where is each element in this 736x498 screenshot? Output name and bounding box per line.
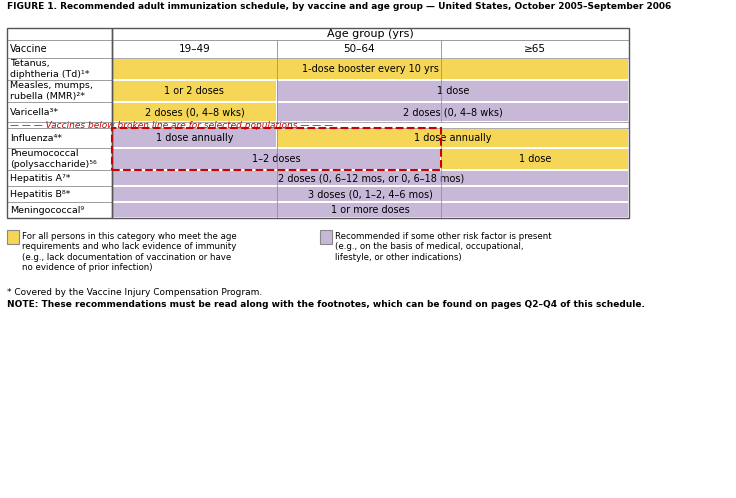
Text: 2 doses (0, 4–8 wks): 2 doses (0, 4–8 wks) bbox=[144, 107, 244, 117]
Text: 1 dose: 1 dose bbox=[436, 86, 469, 96]
Bar bbox=[113, 40, 277, 58]
Bar bbox=[113, 171, 628, 185]
Bar bbox=[113, 28, 629, 40]
Bar bbox=[7, 102, 113, 122]
Bar bbox=[113, 128, 441, 170]
Text: 19–49: 19–49 bbox=[179, 44, 210, 54]
Bar bbox=[7, 122, 629, 128]
Bar bbox=[277, 129, 628, 147]
Bar bbox=[277, 40, 441, 58]
Bar bbox=[7, 80, 113, 102]
Bar bbox=[7, 28, 113, 40]
Text: Measles, mumps,
rubella (MMR)²*: Measles, mumps, rubella (MMR)²* bbox=[10, 81, 93, 101]
Bar bbox=[113, 203, 628, 217]
Text: 1 or 2 doses: 1 or 2 doses bbox=[164, 86, 224, 96]
Text: 1 or more doses: 1 or more doses bbox=[331, 205, 410, 215]
Bar bbox=[319, 230, 332, 244]
Text: Pneumococcal
(polysaccharide)⁵⁶: Pneumococcal (polysaccharide)⁵⁶ bbox=[10, 149, 97, 169]
Text: * Covered by the Vaccine Injury Compensation Program.: * Covered by the Vaccine Injury Compensa… bbox=[7, 288, 262, 297]
Bar bbox=[113, 59, 628, 79]
Text: 3 doses (0, 1–2, 4–6 mos): 3 doses (0, 1–2, 4–6 mos) bbox=[308, 189, 433, 199]
Text: ≥65: ≥65 bbox=[524, 44, 546, 54]
Text: Hepatitis B⁸*: Hepatitis B⁸* bbox=[10, 190, 71, 199]
Bar bbox=[441, 40, 629, 58]
Bar bbox=[277, 103, 628, 121]
Bar bbox=[277, 81, 628, 101]
Text: — — — Vaccines below broken line are for selected populations — — —: — — — Vaccines below broken line are for… bbox=[10, 121, 333, 129]
Text: Hepatitis A⁷*: Hepatitis A⁷* bbox=[10, 173, 71, 182]
Text: 1-dose booster every 10 yrs: 1-dose booster every 10 yrs bbox=[302, 64, 439, 74]
Text: Age group (yrs): Age group (yrs) bbox=[328, 29, 414, 39]
Text: 2 doses (0, 6–12 mos, or 0, 6–18 mos): 2 doses (0, 6–12 mos, or 0, 6–18 mos) bbox=[277, 173, 464, 183]
Bar bbox=[442, 149, 628, 169]
Text: Tetanus,
diphtheria (Td)¹*: Tetanus, diphtheria (Td)¹* bbox=[10, 59, 90, 79]
Bar bbox=[7, 186, 113, 202]
Text: 1 dose annually: 1 dose annually bbox=[156, 133, 233, 143]
Bar bbox=[113, 149, 440, 169]
Text: NOTE: These recommendations must be read along with the footnotes, which can be : NOTE: These recommendations must be read… bbox=[7, 300, 645, 309]
Bar bbox=[113, 129, 276, 147]
Text: Influenza⁴*: Influenza⁴* bbox=[10, 133, 63, 142]
Bar bbox=[7, 58, 113, 80]
Bar bbox=[113, 187, 628, 201]
Bar bbox=[7, 202, 113, 218]
Bar bbox=[113, 81, 276, 101]
Bar bbox=[7, 40, 113, 58]
Text: For all persons in this category who meet the age
requirements and who lack evid: For all persons in this category who mee… bbox=[23, 232, 237, 272]
Text: 2 doses (0, 4–8 wks): 2 doses (0, 4–8 wks) bbox=[403, 107, 503, 117]
Text: Vaccine: Vaccine bbox=[10, 44, 48, 54]
Text: 1–2 doses: 1–2 doses bbox=[252, 154, 301, 164]
Text: Recommended if some other risk factor is present
(e.g., on the basis of medical,: Recommended if some other risk factor is… bbox=[336, 232, 552, 262]
Bar bbox=[7, 170, 113, 186]
Text: FIGURE 1. Recommended adult immunization schedule, by vaccine and age group — Un: FIGURE 1. Recommended adult immunization… bbox=[7, 2, 671, 11]
Text: Meningococcal⁹: Meningococcal⁹ bbox=[10, 206, 85, 215]
Bar bbox=[7, 148, 113, 170]
Text: Varicella³*: Varicella³* bbox=[10, 108, 60, 117]
Bar bbox=[113, 103, 276, 121]
Bar bbox=[7, 128, 113, 148]
Text: 50–64: 50–64 bbox=[343, 44, 375, 54]
Text: 1 dose: 1 dose bbox=[519, 154, 551, 164]
Bar bbox=[7, 230, 19, 244]
Text: 1 dose annually: 1 dose annually bbox=[414, 133, 492, 143]
